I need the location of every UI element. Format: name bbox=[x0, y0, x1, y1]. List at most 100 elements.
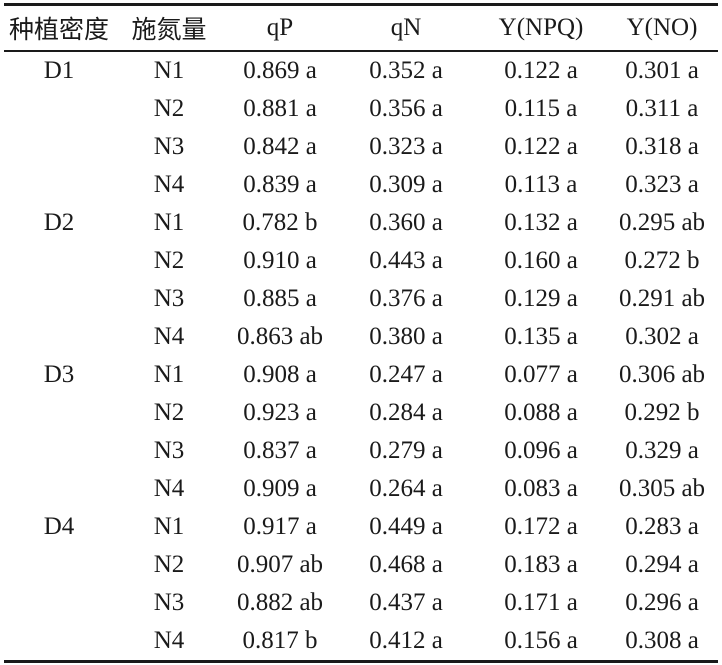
yno-value-cell: 0.302 a bbox=[625, 323, 699, 350]
qp-value-cell: 0.869 a bbox=[243, 57, 317, 84]
ynpq-value-cell: 0.096 a bbox=[504, 437, 578, 464]
table-row: N2 0.881 a 0.356 a 0.115 a 0.311 a bbox=[4, 90, 718, 128]
qp-value-cell: 0.839 a bbox=[243, 171, 317, 198]
qp-value-cell: 0.863 ab bbox=[236, 323, 324, 350]
nitrogen-cell: N4 bbox=[153, 171, 185, 198]
density-cell bbox=[4, 90, 114, 128]
ynpq-value-cell: 0.135 a bbox=[504, 323, 578, 350]
yno-value-cell: 0.306 ab bbox=[618, 361, 706, 388]
nitrogen-cell: N2 bbox=[153, 551, 185, 578]
qn-value-cell: 0.468 a bbox=[369, 551, 443, 578]
ynpq-value-cell: 0.115 a bbox=[504, 95, 578, 122]
qp-value-cell: 0.908 a bbox=[243, 361, 317, 388]
table-body: D1 N1 0.869 a 0.352 a 0.122 a 0.301 a N2… bbox=[4, 51, 718, 662]
nitrogen-cell: N2 bbox=[153, 399, 185, 426]
qp-value-cell: 0.909 a bbox=[243, 475, 317, 502]
table-row: D3 N1 0.908 a 0.247 a 0.077 a 0.306 ab bbox=[4, 356, 718, 394]
density-cell bbox=[4, 280, 114, 318]
nitrogen-cell: N4 bbox=[153, 475, 185, 502]
ynpq-value-cell: 0.083 a bbox=[504, 475, 578, 502]
ynpq-value-cell: 0.183 a bbox=[504, 551, 578, 578]
qp-value-cell: 0.881 a bbox=[243, 95, 317, 122]
qn-value-cell: 0.284 a bbox=[369, 399, 443, 426]
table-row: N3 0.882 ab 0.437 a 0.171 a 0.296 a bbox=[4, 584, 718, 622]
qn-value-cell: 0.352 a bbox=[369, 57, 443, 84]
qp-value-cell: 0.837 a bbox=[243, 437, 317, 464]
density-cell bbox=[4, 546, 114, 584]
nitrogen-cell: N3 bbox=[153, 133, 185, 160]
fluorescence-parameters-table: 种植密度 施氮量 qP qN Y(NPQ) Y(NO) D1 N1 0.869 … bbox=[4, 3, 718, 663]
ynpq-value-cell: 0.113 a bbox=[504, 171, 578, 198]
yno-value-cell: 0.295 ab bbox=[618, 209, 706, 236]
qn-value-cell: 0.449 a bbox=[369, 513, 443, 540]
ynpq-value-cell: 0.122 a bbox=[504, 57, 578, 84]
nitrogen-cell: N1 bbox=[153, 209, 185, 236]
qn-value-cell: 0.279 a bbox=[369, 437, 443, 464]
table-row: N2 0.923 a 0.284 a 0.088 a 0.292 b bbox=[4, 394, 718, 432]
ynpq-value-cell: 0.132 a bbox=[504, 209, 578, 236]
nitrogen-cell: N2 bbox=[153, 95, 185, 122]
table-row: N3 0.837 a 0.279 a 0.096 a 0.329 a bbox=[4, 432, 718, 470]
ynpq-value-cell: 0.088 a bbox=[504, 399, 578, 426]
ynpq-value-cell: 0.171 a bbox=[504, 589, 578, 616]
qn-value-cell: 0.376 a bbox=[369, 285, 443, 312]
ynpq-value-cell: 0.160 a bbox=[504, 247, 578, 274]
table-row: N2 0.907 ab 0.468 a 0.183 a 0.294 a bbox=[4, 546, 718, 584]
table-row: N4 0.839 a 0.309 a 0.113 a 0.323 a bbox=[4, 166, 718, 204]
column-header-nitrogen-rate: 施氮量 bbox=[114, 4, 224, 52]
column-header-yno: Y(NO) bbox=[606, 4, 718, 52]
density-cell bbox=[4, 470, 114, 508]
column-header-qn: qN bbox=[336, 4, 476, 52]
column-header-planting-density: 种植密度 bbox=[4, 4, 114, 52]
table-row: D1 N1 0.869 a 0.352 a 0.122 a 0.301 a bbox=[4, 51, 718, 90]
qn-value-cell: 0.264 a bbox=[369, 475, 443, 502]
nitrogen-cell: N3 bbox=[153, 589, 185, 616]
table-row: N3 0.842 a 0.323 a 0.122 a 0.318 a bbox=[4, 128, 718, 166]
density-cell bbox=[4, 242, 114, 280]
yno-value-cell: 0.272 b bbox=[624, 247, 700, 274]
density-cell bbox=[4, 622, 114, 662]
density-cell: D2 bbox=[43, 209, 75, 236]
ynpq-value-cell: 0.129 a bbox=[504, 285, 578, 312]
qp-value-cell: 0.885 a bbox=[243, 285, 317, 312]
density-cell bbox=[4, 128, 114, 166]
yno-value-cell: 0.305 ab bbox=[618, 475, 706, 502]
table-row: N3 0.885 a 0.376 a 0.129 a 0.291 ab bbox=[4, 280, 718, 318]
density-cell bbox=[4, 584, 114, 622]
yno-value-cell: 0.291 ab bbox=[618, 285, 706, 312]
yno-value-cell: 0.292 b bbox=[624, 399, 700, 426]
nitrogen-cell: N4 bbox=[153, 627, 185, 654]
table-row: N4 0.863 ab 0.380 a 0.135 a 0.302 a bbox=[4, 318, 718, 356]
qp-value-cell: 0.910 a bbox=[243, 247, 317, 274]
yno-value-cell: 0.294 a bbox=[625, 551, 699, 578]
qp-value-cell: 0.842 a bbox=[243, 133, 317, 160]
density-cell: D1 bbox=[43, 57, 75, 84]
yno-value-cell: 0.308 a bbox=[625, 627, 699, 654]
nitrogen-cell: N1 bbox=[153, 513, 185, 540]
qn-value-cell: 0.356 a bbox=[369, 95, 443, 122]
nitrogen-cell: N4 bbox=[153, 323, 185, 350]
qn-value-cell: 0.437 a bbox=[369, 589, 443, 616]
table-row: N4 0.817 b 0.412 a 0.156 a 0.308 a bbox=[4, 622, 718, 662]
qn-value-cell: 0.443 a bbox=[369, 247, 443, 274]
yno-value-cell: 0.318 a bbox=[625, 133, 699, 160]
ynpq-value-cell: 0.077 a bbox=[504, 361, 578, 388]
qp-value-cell: 0.882 ab bbox=[236, 589, 324, 616]
qn-value-cell: 0.323 a bbox=[369, 133, 443, 160]
nitrogen-cell: N3 bbox=[153, 285, 185, 312]
qp-value-cell: 0.917 a bbox=[243, 513, 317, 540]
table-row: N2 0.910 a 0.443 a 0.160 a 0.272 b bbox=[4, 242, 718, 280]
density-cell bbox=[4, 394, 114, 432]
ynpq-value-cell: 0.122 a bbox=[504, 133, 578, 160]
qp-value-cell: 0.907 ab bbox=[236, 551, 324, 578]
nitrogen-cell: N1 bbox=[153, 361, 185, 388]
qp-value-cell: 0.817 b bbox=[242, 627, 318, 654]
table-row: D2 N1 0.782 b 0.360 a 0.132 a 0.295 ab bbox=[4, 204, 718, 242]
yno-value-cell: 0.283 a bbox=[625, 513, 699, 540]
density-cell: D4 bbox=[43, 513, 75, 540]
column-header-ynpq: Y(NPQ) bbox=[476, 4, 606, 52]
density-cell: D3 bbox=[43, 361, 75, 388]
ynpq-value-cell: 0.156 a bbox=[504, 627, 578, 654]
qp-value-cell: 0.923 a bbox=[243, 399, 317, 426]
